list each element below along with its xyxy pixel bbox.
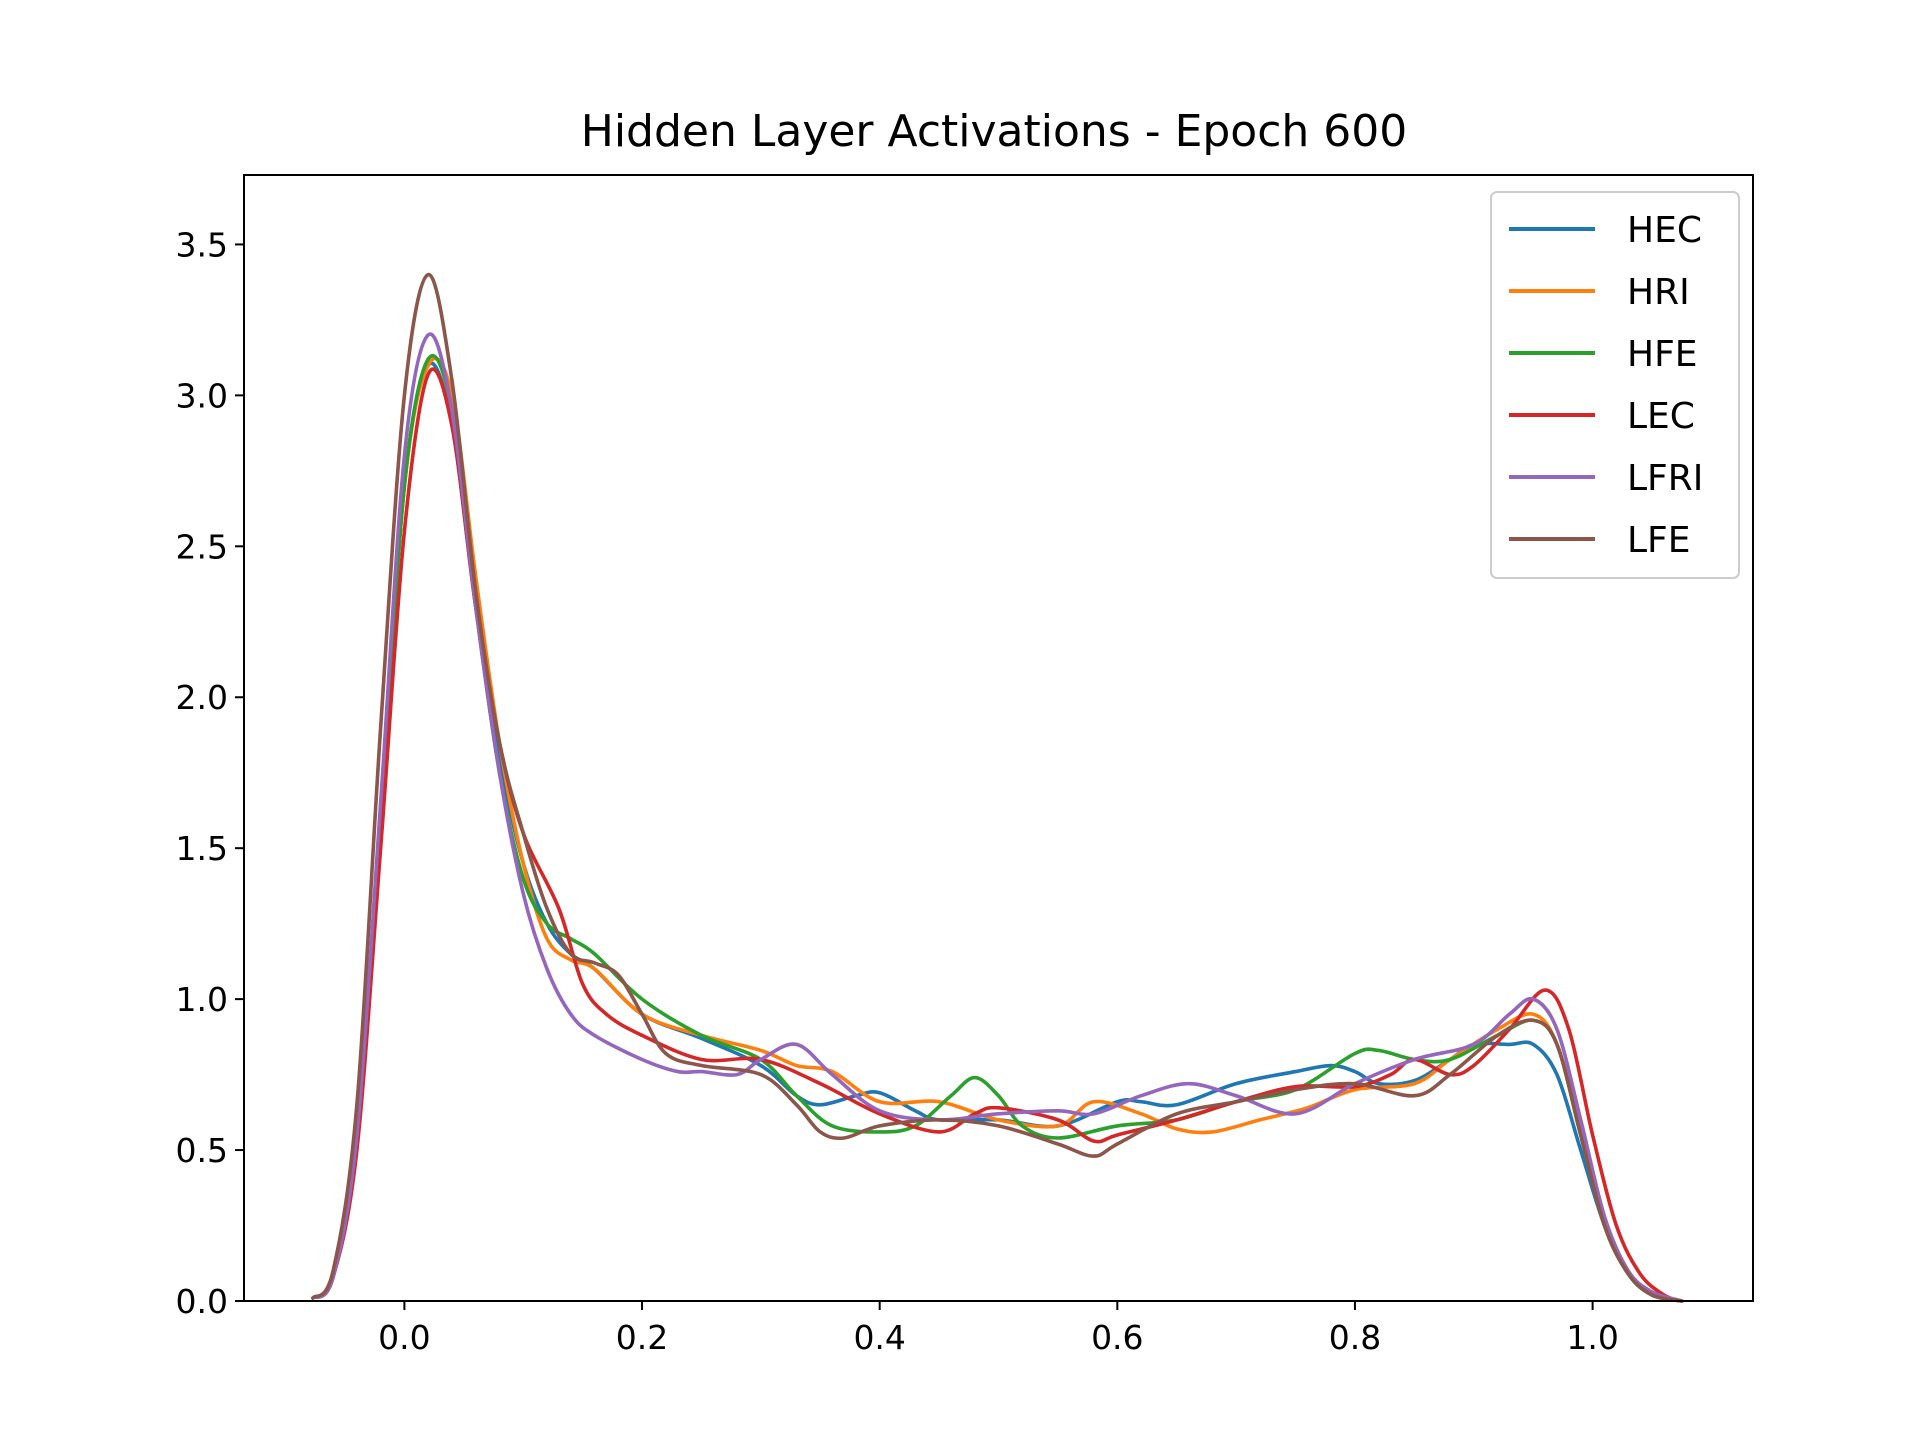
x-tick-label: 0.0 xyxy=(378,1318,430,1357)
series-line-lfri xyxy=(311,332,1684,1303)
series-line-lfe xyxy=(311,272,1684,1303)
legend-label: HFE xyxy=(1627,334,1698,375)
y-axis: 0.0 0.5 1.0 1.5 2.0 2.5 3.0 3.5 xyxy=(176,225,244,1321)
x-tick-label: 0.2 xyxy=(616,1318,668,1357)
chart-title: Hidden Layer Activations - Epoch 600 xyxy=(581,106,1408,157)
y-tick-label: 0.5 xyxy=(176,1131,228,1170)
legend: HEC HRI HFE LEC LFRI LFE xyxy=(1490,191,1740,579)
y-tick-label: 3.5 xyxy=(176,225,228,264)
y-tick-label: 1.5 xyxy=(176,829,228,868)
x-tick-label: 0.8 xyxy=(1329,1318,1381,1357)
legend-label: LEC xyxy=(1627,396,1695,437)
legend-box xyxy=(1490,191,1740,579)
y-tick-label: 2.0 xyxy=(176,678,228,717)
x-tick-label: 0.4 xyxy=(853,1318,905,1357)
plot-area xyxy=(311,272,1684,1303)
legend-label: LFE xyxy=(1627,520,1691,561)
y-tick-label: 0.0 xyxy=(176,1282,228,1321)
y-tick-label: 3.0 xyxy=(176,376,228,415)
y-tick-label: 1.0 xyxy=(176,980,228,1019)
legend-label: LFRI xyxy=(1627,458,1703,499)
legend-label: HRI xyxy=(1627,272,1690,313)
x-tick-label: 0.6 xyxy=(1091,1318,1143,1357)
axes-frame xyxy=(243,174,1754,1302)
x-tick-label: 1.0 xyxy=(1566,1318,1618,1357)
y-tick-label: 2.5 xyxy=(176,527,228,566)
x-axis: 0.0 0.2 0.4 0.6 0.8 1.0 xyxy=(378,1301,1619,1357)
legend-label: HEC xyxy=(1627,210,1702,251)
